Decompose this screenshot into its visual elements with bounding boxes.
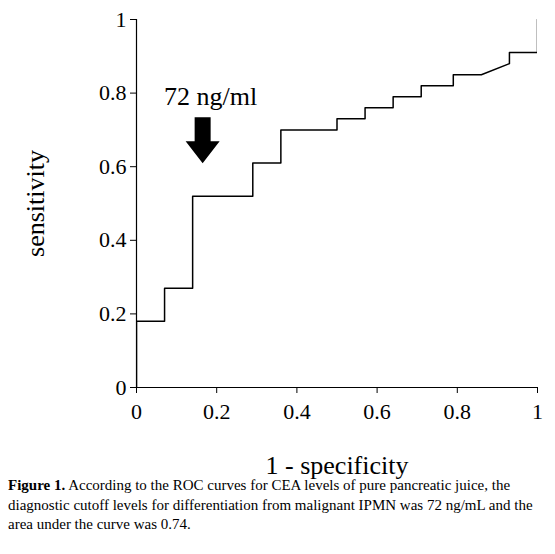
html-text:Figure 1. According to the ROC: Figure 1. According to the ROC curves fo… bbox=[8, 477, 533, 532]
svg-text:0.6: 0.6 bbox=[363, 399, 391, 424]
svg-text:0: 0 bbox=[116, 375, 127, 400]
svg-text:72 ng/ml: 72 ng/ml bbox=[164, 82, 257, 111]
svg-text:0.4: 0.4 bbox=[99, 227, 127, 252]
svg-text:1: 1 bbox=[532, 399, 543, 424]
svg-text:0.2: 0.2 bbox=[99, 301, 127, 326]
svg-text:1 - specificity: 1 - specificity bbox=[266, 451, 409, 480]
svg-text:0.8: 0.8 bbox=[444, 399, 472, 424]
svg-text:0.6: 0.6 bbox=[99, 154, 127, 179]
svg-text:0.2: 0.2 bbox=[203, 399, 231, 424]
svg-text:sensitivity: sensitivity bbox=[21, 150, 50, 257]
svg-text:0.4: 0.4 bbox=[283, 399, 311, 424]
svg-text:0.8: 0.8 bbox=[99, 80, 127, 105]
svg-text:1: 1 bbox=[116, 7, 127, 32]
svg-text:0: 0 bbox=[131, 399, 142, 424]
